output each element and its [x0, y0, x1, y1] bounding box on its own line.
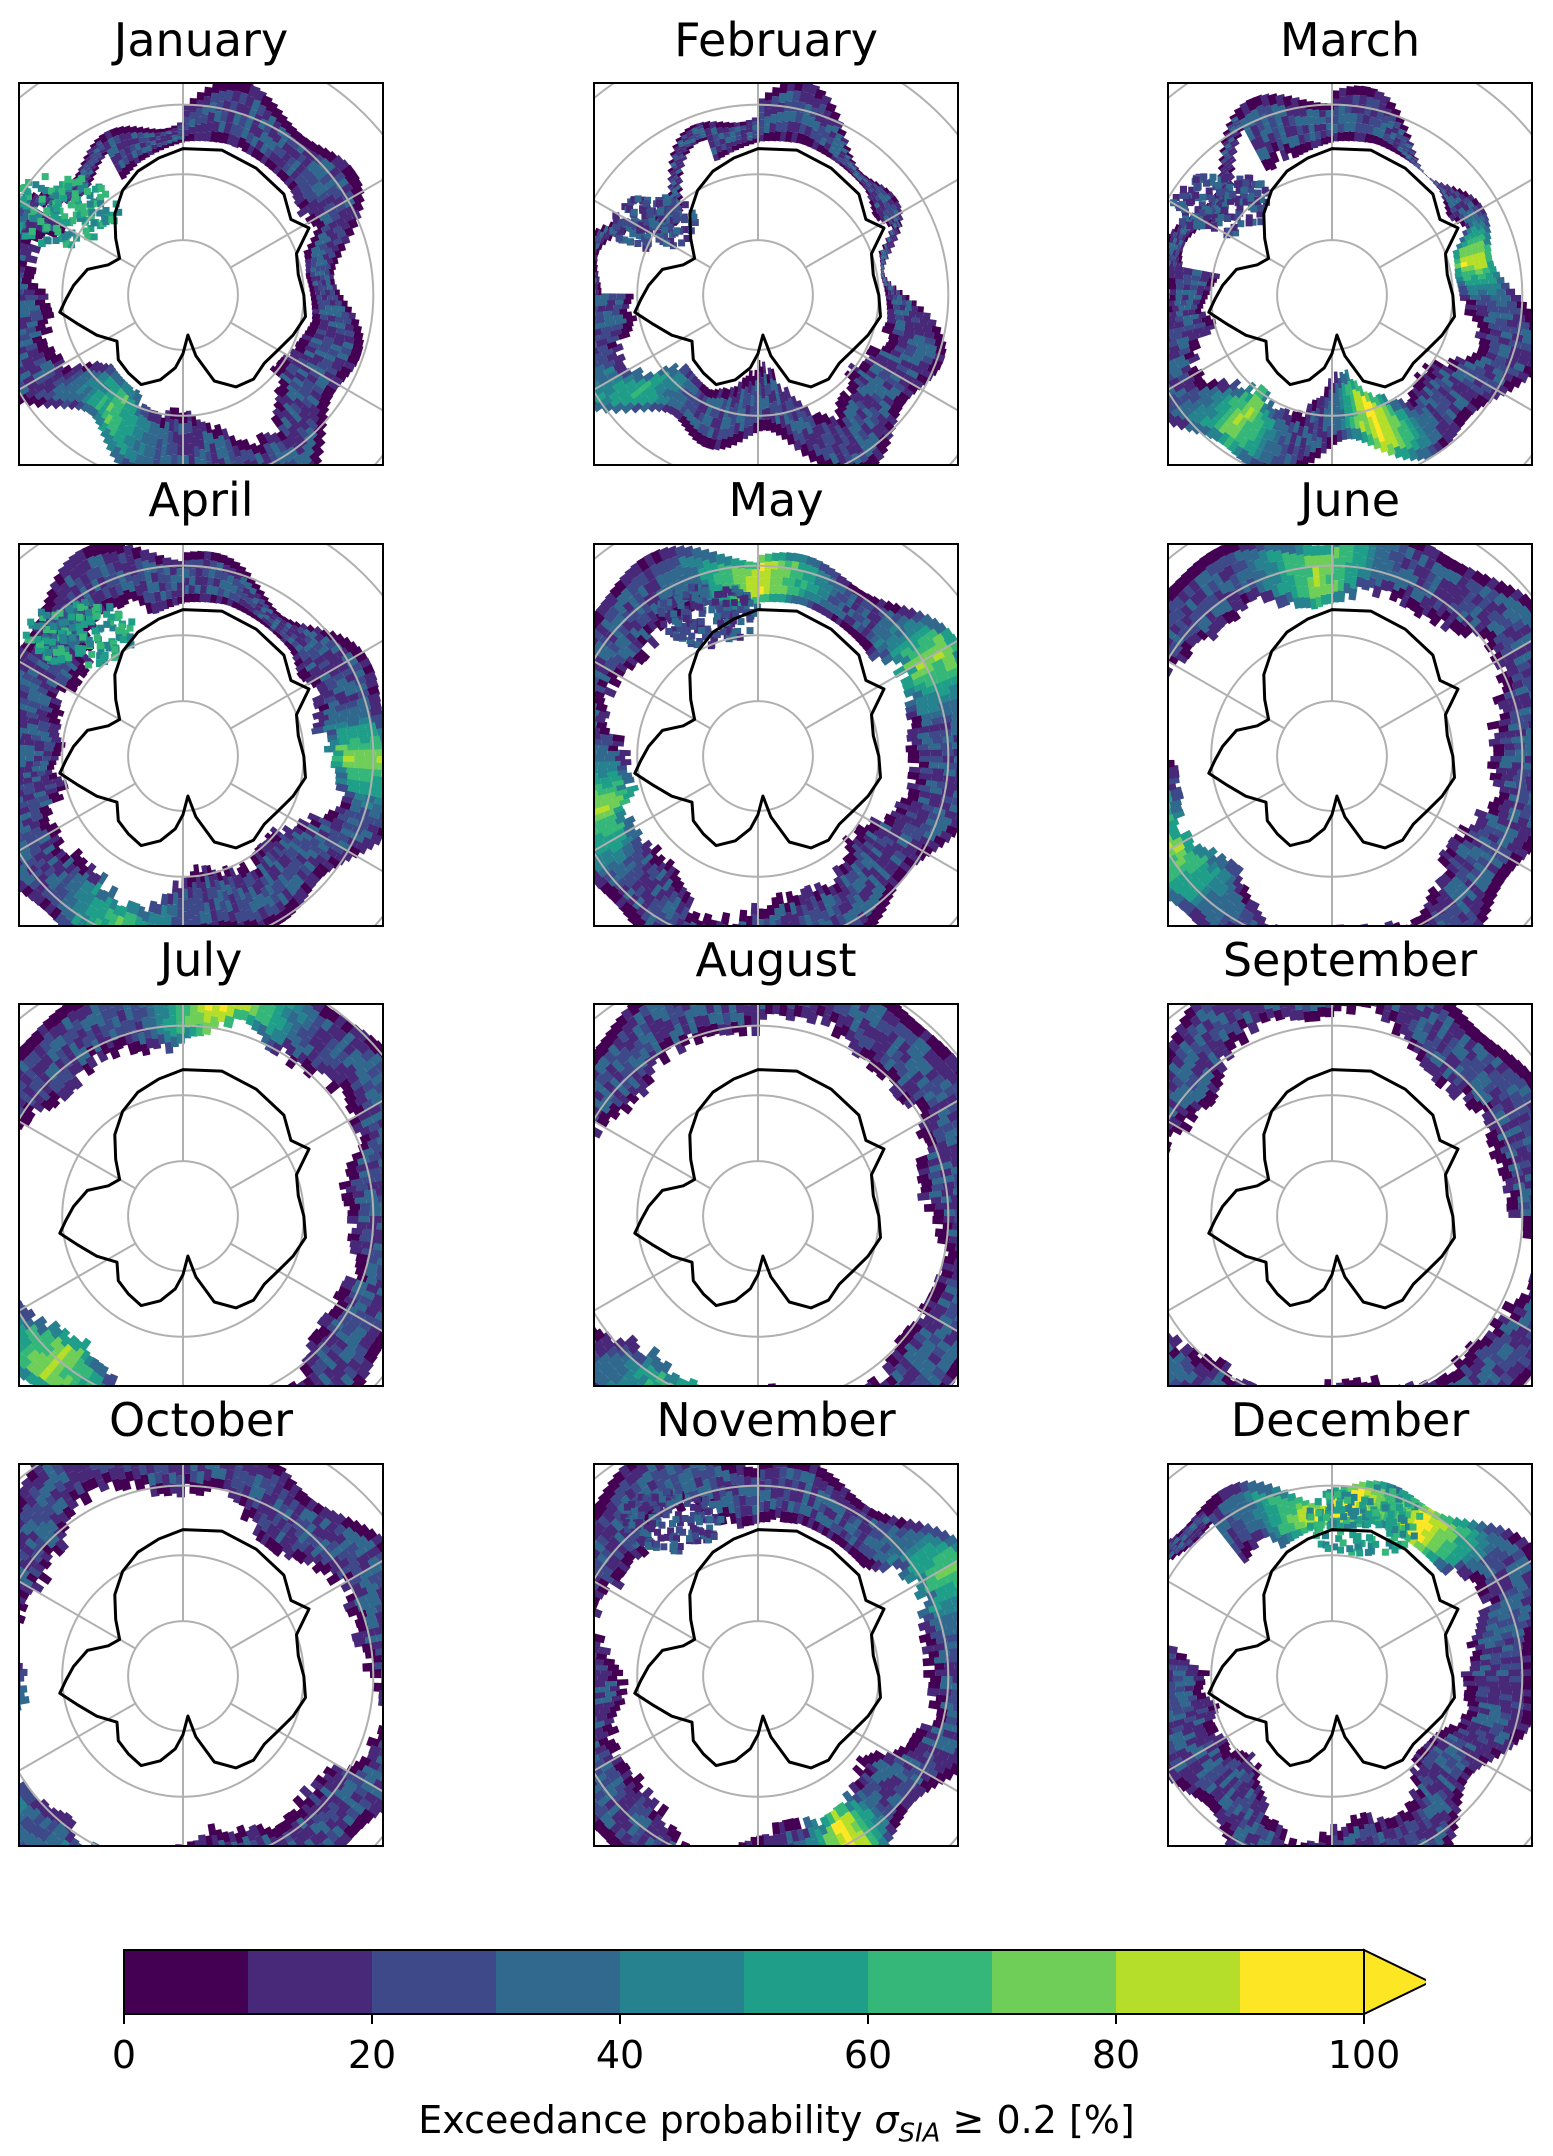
- panel-frame: [18, 543, 384, 927]
- panel-title-april: April: [148, 473, 254, 527]
- map-panel-february: [593, 82, 959, 466]
- antarctica-coastline: [633, 147, 886, 389]
- colorbar-tick-label: 40: [595, 2033, 645, 2077]
- map-panel-july: [18, 1003, 384, 1387]
- map-svg-september: [1167, 1003, 1533, 1387]
- colorbar-bin-8: [1116, 1950, 1241, 2014]
- map-panel-december: [1167, 1463, 1533, 1847]
- sea-ice-field: [1167, 1003, 1533, 1387]
- sea-ice-field: [1167, 1479, 1533, 1847]
- map-panel-january: [18, 82, 384, 466]
- panel-frame: [593, 82, 959, 466]
- map-panel-november: [593, 1463, 959, 1847]
- colorbar: [110, 1940, 1450, 2024]
- antarctica-coastline: [1207, 1528, 1460, 1770]
- map-panel-september: [1167, 1003, 1533, 1387]
- colorbar-bin-3: [496, 1950, 621, 2014]
- panel-frame: [1167, 1003, 1533, 1387]
- map-panel-october: [18, 1463, 384, 1847]
- colorbar-bin-2: [372, 1950, 497, 2014]
- sea-ice-field: [18, 82, 365, 466]
- antarctica-coastline: [58, 147, 311, 389]
- antarctica-coastline: [58, 1068, 311, 1310]
- panel-frame: [593, 1003, 959, 1387]
- map-svg-october: [18, 1463, 384, 1847]
- colorbar-extend-arrow: [1363, 1948, 1433, 2016]
- map-svg-june: [1167, 543, 1533, 927]
- panel-title-january: January: [113, 13, 289, 67]
- map-svg-may: [593, 543, 959, 927]
- panel-title-december: December: [1230, 1393, 1470, 1447]
- antarctica-coastline: [1207, 1068, 1460, 1310]
- panel-title-november: November: [656, 1393, 896, 1447]
- colorbar-tick-label: 100: [1327, 2033, 1401, 2077]
- sea-ice-field: [18, 1003, 384, 1387]
- antarctica-coastline: [1207, 147, 1460, 389]
- antarctica-coastline: [58, 608, 311, 850]
- colorbar-label-part: Exceedance probability: [418, 2098, 875, 2142]
- sea-ice-field: [1167, 85, 1533, 466]
- sea-ice-field: [593, 1003, 959, 1387]
- colorbar-label-part: SIA: [898, 2118, 941, 2149]
- panel-title-september: September: [1222, 933, 1478, 987]
- panel-frame: [1167, 82, 1533, 466]
- colorbar-frame: [123, 1949, 1365, 2015]
- colorbar-tick-label: 60: [843, 2033, 893, 2077]
- map-panel-august: [593, 1003, 959, 1387]
- colorbar-label-part: ≥ 0.2 [%]: [940, 2098, 1135, 2142]
- graticule: [1167, 543, 1533, 927]
- colorbar-tick-label: 20: [347, 2033, 397, 2077]
- antarctica-coastline: [58, 1528, 311, 1770]
- panel-frame: [18, 1463, 384, 1847]
- sea-ice-field: [593, 82, 947, 466]
- sea-ice-field: [593, 545, 959, 927]
- panel-frame: [593, 1463, 959, 1847]
- map-svg-december: [1167, 1463, 1533, 1847]
- colorbar-bin-4: [620, 1950, 745, 2014]
- map-panel-march: [1167, 82, 1533, 466]
- panel-title-march: March: [1279, 13, 1421, 67]
- sea-ice-field: [593, 1463, 959, 1847]
- map-svg-february: [593, 82, 959, 466]
- panel-title-february: February: [674, 13, 878, 67]
- antarctica-coastline: [1207, 608, 1460, 850]
- colorbar-bin-7: [992, 1950, 1117, 2014]
- map-panel-april: [18, 543, 384, 927]
- colorbar-bin-1: [248, 1950, 373, 2014]
- map-svg-march: [1167, 82, 1533, 466]
- colorbar-label: Exceedance probability σSIA ≥ 0.2 [%]: [0, 2098, 1553, 2156]
- map-svg-july: [18, 1003, 384, 1387]
- panel-title-may: May: [728, 473, 824, 527]
- colorbar-bin-9: [1240, 1950, 1365, 2014]
- panel-frame: [18, 1003, 384, 1387]
- panel-title-june: June: [1299, 473, 1401, 527]
- map-panel-june: [1167, 543, 1533, 927]
- map-panel-may: [593, 543, 959, 927]
- antarctica-coastline: [633, 608, 886, 850]
- map-svg-january: [18, 82, 384, 466]
- colorbar-label-part: σ: [874, 2098, 899, 2142]
- map-svg-august: [593, 1003, 959, 1387]
- antarctica-coastline: [633, 1528, 886, 1770]
- panel-frame: [593, 543, 959, 927]
- map-svg-april: [18, 543, 384, 927]
- antarctica-coastline: [633, 1068, 886, 1310]
- colorbar-bin-5: [744, 1950, 869, 2014]
- panel-frame: [1167, 1463, 1533, 1847]
- panel-frame: [1167, 543, 1533, 927]
- colorbar-tick-label: 0: [111, 2033, 137, 2077]
- colorbar-bin-0: [124, 1950, 249, 2014]
- colorbar-tick-label: 80: [1091, 2033, 1141, 2077]
- panel-frame: [18, 82, 384, 466]
- panel-title-july: July: [159, 933, 243, 987]
- panel-title-august: August: [695, 933, 857, 987]
- panel-title-october: October: [108, 1393, 294, 1447]
- map-svg-november: [593, 1463, 959, 1847]
- colorbar-bin-6: [868, 1950, 993, 2014]
